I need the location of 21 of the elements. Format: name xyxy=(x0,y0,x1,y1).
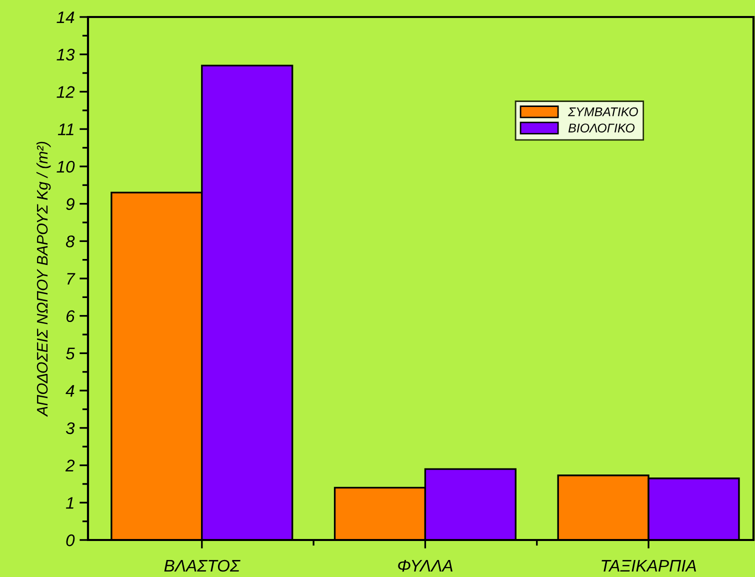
y-axis-title: ΑΠΟΔΟΣΕΙΣ ΝΩΠΟΥ ΒΑΡΟΥΣ Kg / (m²) xyxy=(36,142,51,417)
x-tick-label: ΦΥΛΛΑ xyxy=(398,560,452,572)
y-tick-label: 14 xyxy=(56,12,74,24)
y-tick-label: 7 xyxy=(67,273,76,285)
y-tick-label: 8 xyxy=(66,236,75,248)
y-tick-label: 2 xyxy=(65,460,75,472)
x-tick-label: ΤΑΞΙΚΑΡΠΙΑ xyxy=(602,560,696,572)
legend-label: ΒΙΟΛΟΓΙΚΟ xyxy=(568,124,635,132)
y-tick-label: 11 xyxy=(58,124,74,136)
y-tick-label: 1 xyxy=(66,497,74,509)
y-tick-label: 0 xyxy=(66,534,75,546)
y-tick-label: 6 xyxy=(66,310,75,322)
y-tick-label: 13 xyxy=(56,48,75,61)
y-tick-label: 5 xyxy=(66,348,75,360)
y-tick-label: 4 xyxy=(66,385,74,397)
y-tick-label: 3 xyxy=(66,422,75,434)
y-tick-label: 12 xyxy=(56,86,75,98)
y-tick-label: 10 xyxy=(56,160,75,173)
x-tick-label: ΒΛΑΣΤΟΣ xyxy=(164,560,240,572)
legend-label: ΣΥΜΒΑΤΙΚΟ xyxy=(568,107,638,116)
y-tick-label: 9 xyxy=(66,198,74,210)
